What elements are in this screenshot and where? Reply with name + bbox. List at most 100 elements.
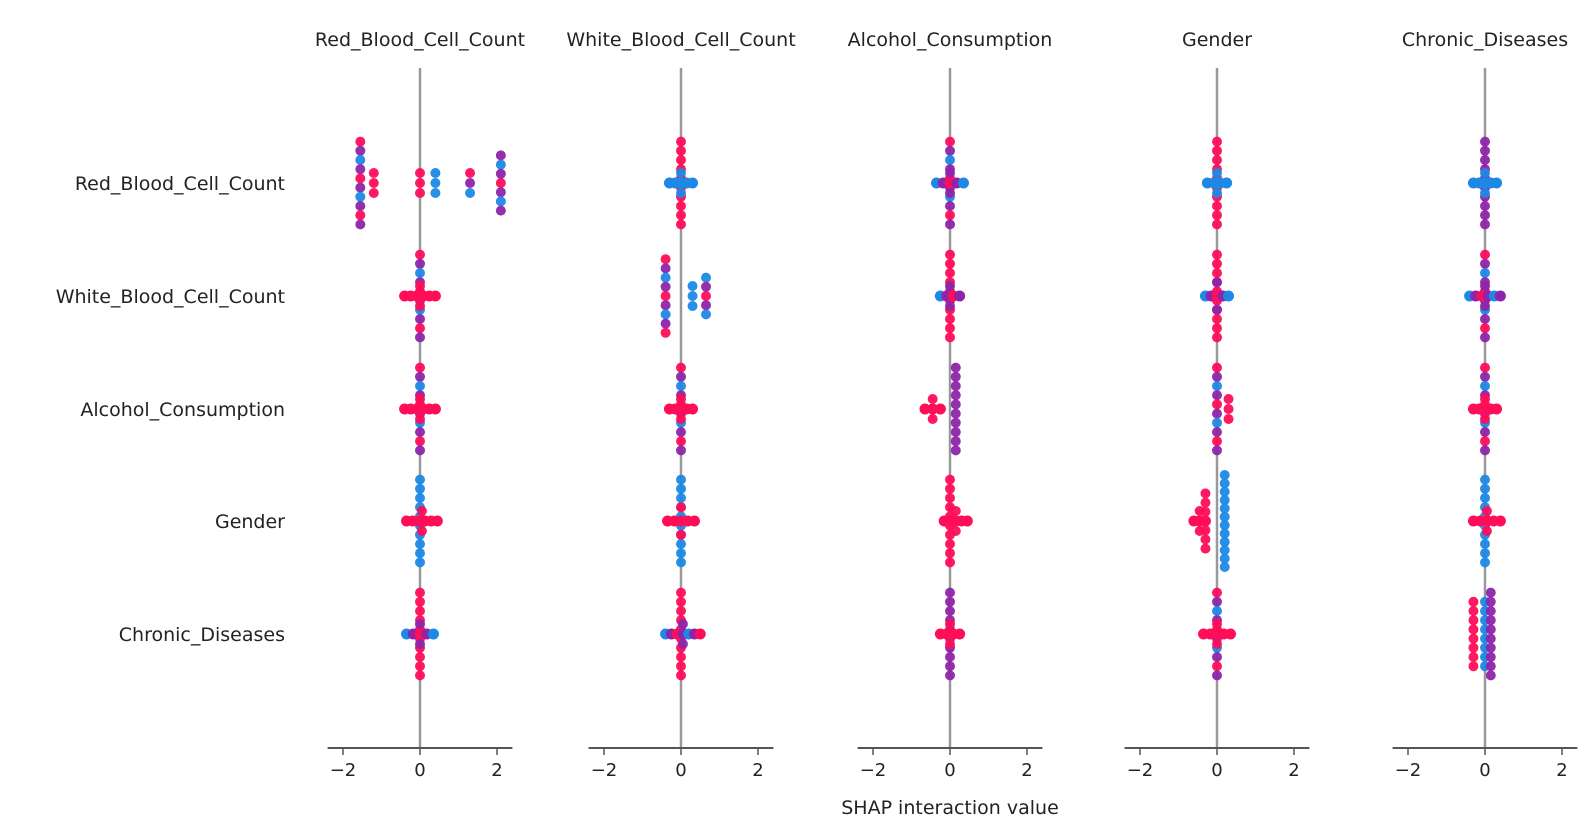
shap-point <box>1485 633 1496 644</box>
shap-point <box>1480 557 1490 568</box>
x-tick-label: 2 <box>491 760 502 781</box>
shap-point <box>950 371 961 382</box>
panel-chronic-diseases: −2 0 2 <box>1392 68 1578 781</box>
shap-point <box>1485 606 1496 616</box>
shap-point <box>1221 177 1233 189</box>
shap-point <box>429 290 441 302</box>
shap-point <box>950 445 961 456</box>
shap-point <box>415 652 425 662</box>
panel-white-blood-cell-count: −2 0 2 <box>588 68 774 781</box>
shap-point <box>687 301 698 311</box>
shap-point <box>415 168 425 178</box>
shap-point <box>368 178 379 188</box>
shap-point <box>927 394 938 404</box>
shap-point <box>1212 596 1222 607</box>
shap-point <box>950 399 961 410</box>
x-tick-label: 0 <box>1479 760 1490 781</box>
shap-point <box>676 493 686 503</box>
shap-point <box>660 291 671 301</box>
x-tick-label: 0 <box>675 760 686 781</box>
shap-point <box>676 557 686 568</box>
shap-point <box>1219 536 1230 547</box>
shap-point <box>1485 587 1496 598</box>
shap-point <box>676 145 686 156</box>
shap-point <box>1212 606 1222 616</box>
shap-point <box>495 168 506 179</box>
shap-point <box>416 506 427 516</box>
shap-point <box>950 408 961 419</box>
shap-point <box>1219 470 1230 480</box>
row-label: White_Blood_Cell_Count <box>56 286 285 308</box>
shap-point <box>660 318 671 329</box>
shap-point <box>415 414 425 424</box>
shap-point <box>945 210 955 221</box>
shap-point <box>1212 652 1222 662</box>
shap-point <box>1223 404 1234 414</box>
shap-point <box>676 445 686 456</box>
shap-point <box>1212 210 1222 221</box>
shap-point <box>676 529 686 540</box>
shap-point <box>919 403 931 415</box>
shap-point <box>927 414 938 424</box>
shap-point <box>1485 670 1496 681</box>
shap-point <box>1212 427 1222 437</box>
shap-point <box>1481 526 1492 536</box>
x-tick-label: −2 <box>860 760 887 781</box>
shap-point <box>355 173 366 184</box>
shap-point <box>945 155 955 165</box>
shap-point <box>950 526 961 536</box>
shap-point <box>1200 497 1211 508</box>
shap-point <box>465 188 476 198</box>
shap-point <box>945 323 955 334</box>
shap-point <box>1219 562 1230 572</box>
shap-point <box>1480 210 1490 221</box>
shap-point <box>1219 478 1230 489</box>
shap-point <box>427 628 439 640</box>
row-label: Chronic_Diseases <box>119 624 285 646</box>
shap-point <box>950 506 961 516</box>
shap-point <box>676 371 686 382</box>
shap-point <box>676 201 686 211</box>
shap-point <box>465 178 476 188</box>
shap-point <box>415 394 425 404</box>
shap-point <box>1212 314 1222 324</box>
shap-point <box>355 219 366 230</box>
shap-point <box>945 281 955 291</box>
shap-point <box>1494 515 1506 527</box>
shap-point <box>1468 652 1479 662</box>
shap-point <box>701 300 712 311</box>
shap-point <box>1194 506 1205 516</box>
x-tick-label: −2 <box>591 760 618 781</box>
x-tick-label: −2 <box>1395 760 1422 781</box>
shap-point <box>945 606 955 616</box>
shap-point <box>945 219 955 230</box>
x-tick-label: −2 <box>1127 760 1154 781</box>
shap-point <box>945 201 955 211</box>
shap-point <box>415 587 425 598</box>
shap-point <box>415 362 425 373</box>
shap-point <box>660 272 671 283</box>
shap-point <box>945 652 955 662</box>
x-tick-label: 2 <box>752 760 763 781</box>
shap-point <box>954 290 966 302</box>
shap-point <box>1212 136 1222 147</box>
shap-point <box>676 596 686 607</box>
panel-gender: −2 0 2 <box>1124 68 1310 781</box>
shap-point <box>676 483 686 494</box>
shap-point <box>660 300 671 311</box>
shap-point <box>945 268 955 278</box>
shap-point <box>687 177 699 189</box>
shap-point <box>945 639 955 649</box>
shap-point <box>415 371 425 382</box>
shap-point <box>687 291 698 301</box>
shap-point <box>415 596 425 607</box>
column-title: Red_Blood_Cell_Count <box>315 29 525 51</box>
shap-point <box>676 502 686 513</box>
shap-point <box>1480 474 1490 485</box>
shap-point <box>1212 277 1222 288</box>
shap-point <box>945 670 955 681</box>
shap-point <box>1468 606 1479 616</box>
shap-point <box>415 483 425 494</box>
shap-point <box>415 606 425 616</box>
shap-point <box>1494 290 1506 302</box>
